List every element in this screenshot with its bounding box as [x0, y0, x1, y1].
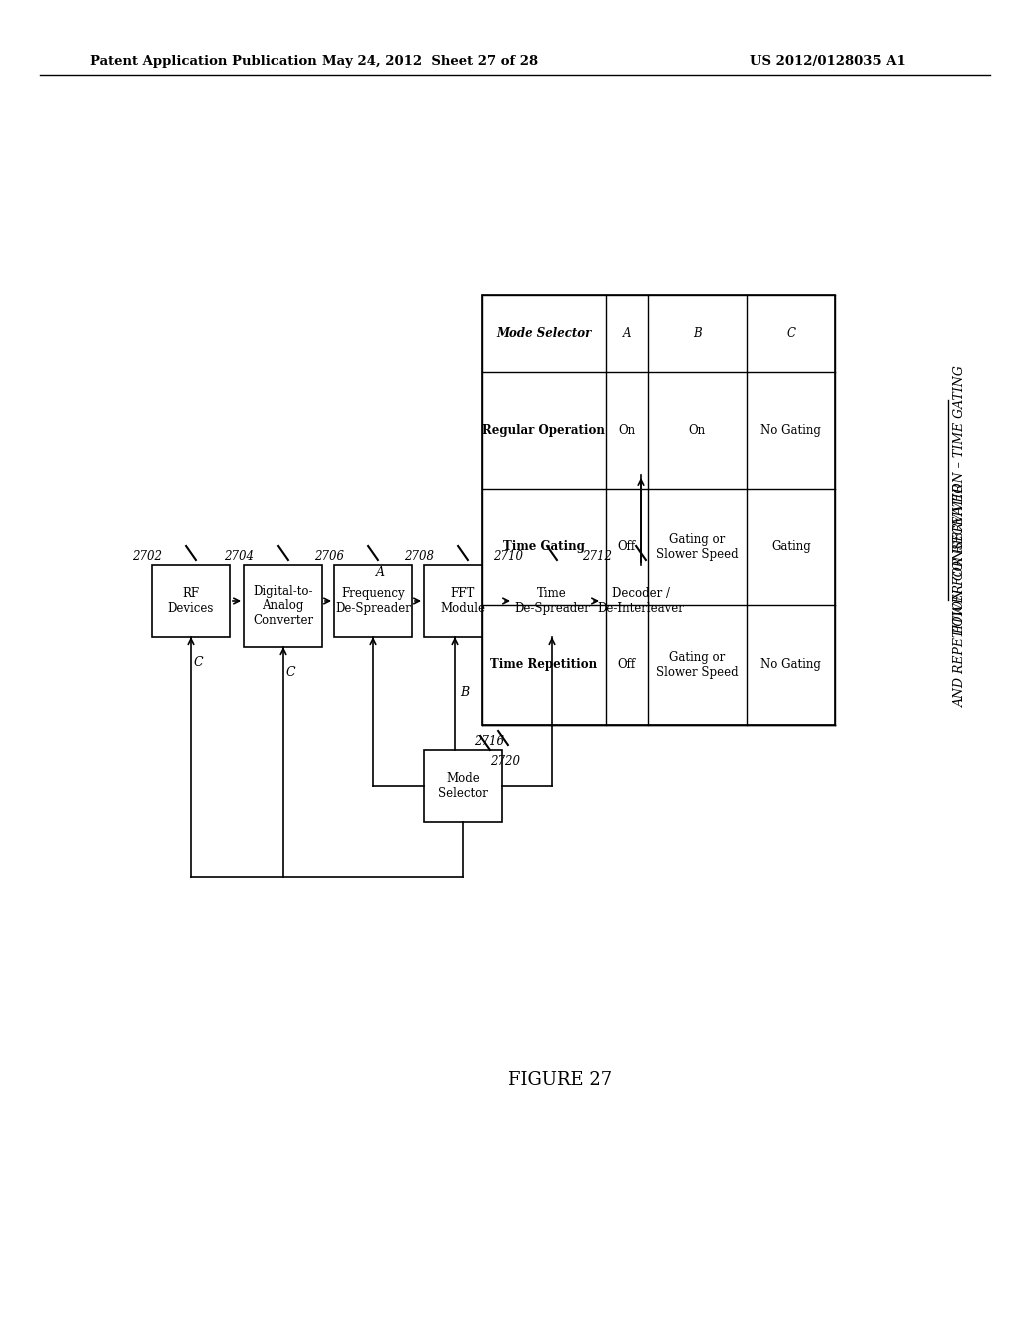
- Text: May 24, 2012  Sheet 27 of 28: May 24, 2012 Sheet 27 of 28: [322, 55, 538, 69]
- Text: Gating or
Slower Speed: Gating or Slower Speed: [656, 651, 738, 678]
- Text: Gating: Gating: [771, 540, 811, 553]
- Text: A: A: [555, 565, 564, 578]
- Bar: [152, 565, 230, 638]
- Text: A: A: [376, 565, 385, 578]
- Text: Time Gating: Time Gating: [503, 540, 585, 553]
- Text: 2706: 2706: [314, 550, 344, 564]
- Text: Decoder /
De-Interleaver: Decoder / De-Interleaver: [598, 587, 684, 615]
- Text: B: B: [460, 686, 469, 700]
- Text: Off: Off: [617, 659, 636, 672]
- Text: POWER CONSERVATION – TIME GATING: POWER CONSERVATION – TIME GATING: [953, 366, 967, 635]
- Bar: [482, 294, 835, 725]
- Text: Off: Off: [617, 540, 636, 553]
- Bar: [602, 565, 680, 638]
- Text: 2720: 2720: [490, 755, 520, 768]
- Text: C: C: [194, 656, 204, 668]
- Text: 2716: 2716: [474, 735, 504, 748]
- Text: Mode Selector: Mode Selector: [496, 327, 592, 341]
- Text: Digital-to-
Analog
Converter: Digital-to- Analog Converter: [253, 585, 313, 627]
- Text: A: A: [623, 327, 631, 341]
- Text: Mode
Selector: Mode Selector: [438, 772, 488, 800]
- Text: No Gating: No Gating: [761, 424, 821, 437]
- Bar: [334, 565, 412, 638]
- Text: On: On: [618, 424, 635, 437]
- Text: FIGURE 27: FIGURE 27: [508, 1071, 612, 1089]
- Text: Gating or
Slower Speed: Gating or Slower Speed: [656, 532, 738, 561]
- Bar: [424, 565, 502, 638]
- Bar: [424, 750, 502, 822]
- Text: AND REPETITION FOR RECEIVER: AND REPETITION FOR RECEIVER: [953, 483, 967, 708]
- Text: B: B: [693, 327, 701, 341]
- Text: No Gating: No Gating: [761, 659, 821, 672]
- Text: US 2012/0128035 A1: US 2012/0128035 A1: [750, 55, 906, 69]
- Text: 2704: 2704: [224, 550, 254, 564]
- Text: Patent Application Publication: Patent Application Publication: [90, 55, 316, 69]
- Text: C: C: [286, 665, 296, 678]
- Text: Time
De-Spreader: Time De-Spreader: [514, 587, 590, 615]
- Bar: [513, 565, 591, 638]
- Text: Frequency
De-Spreader: Frequency De-Spreader: [335, 587, 411, 615]
- Text: RF
Devices: RF Devices: [168, 587, 214, 615]
- Text: Output
Data: Output Data: [646, 440, 687, 467]
- Text: 2708: 2708: [404, 550, 434, 564]
- Text: 2710: 2710: [493, 550, 523, 564]
- Text: C: C: [786, 327, 796, 341]
- Bar: [244, 565, 322, 647]
- Text: Time Repetition: Time Repetition: [490, 659, 597, 672]
- Text: Regular Operation: Regular Operation: [482, 424, 605, 437]
- Text: FFT
Module: FFT Module: [440, 587, 485, 615]
- Text: On: On: [689, 424, 706, 437]
- Text: 2712: 2712: [582, 550, 612, 564]
- Text: 2702: 2702: [132, 550, 162, 564]
